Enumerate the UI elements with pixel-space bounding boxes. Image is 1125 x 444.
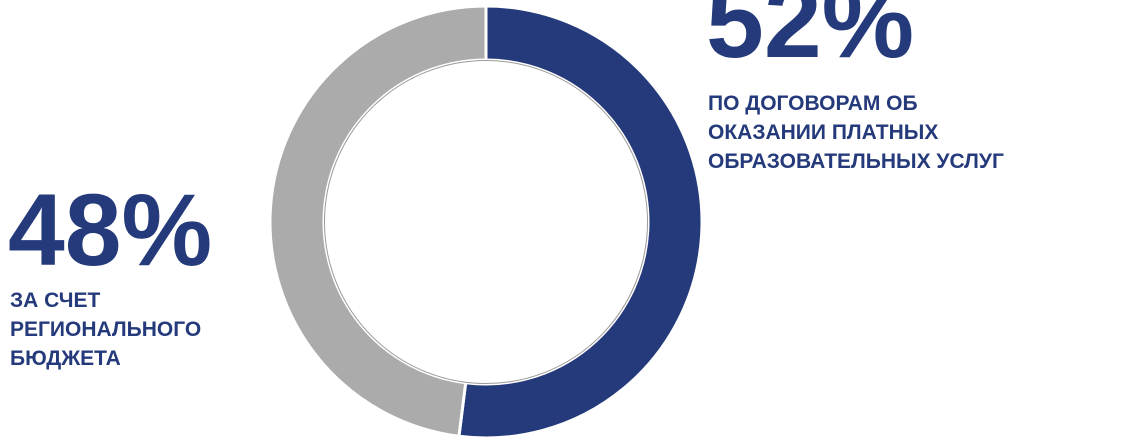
caption-line: ОКАЗАНИИ ПЛАТНЫХ [708,121,939,144]
slice-value-label-regional-budget: 48% [8,173,213,287]
donut-hole [324,60,648,384]
caption-line: РЕГИОНАЛЬНОГО [10,318,202,341]
slice-value-label-paid-services: 52% [706,0,915,80]
caption-line: БЮДЖЕТА [10,347,121,370]
slice-category-label-regional-budget: ЗА СЧЕТ РЕГИОНАЛЬНОГО БЮДЖЕТА [10,286,201,373]
caption-line: ОБРАЗОВАТЕЛЬНЫХ УСЛУГ [708,150,1004,173]
slice-category-label-paid-services: ПО ДОГОВОРАМ ОБ ОКАЗАНИИ ПЛАТНЫХ ОБРАЗОВ… [708,89,1004,176]
caption-line: ЗА СЧЕТ [10,289,101,312]
caption-line: ПО ДОГОВОРАМ ОБ [708,92,918,115]
